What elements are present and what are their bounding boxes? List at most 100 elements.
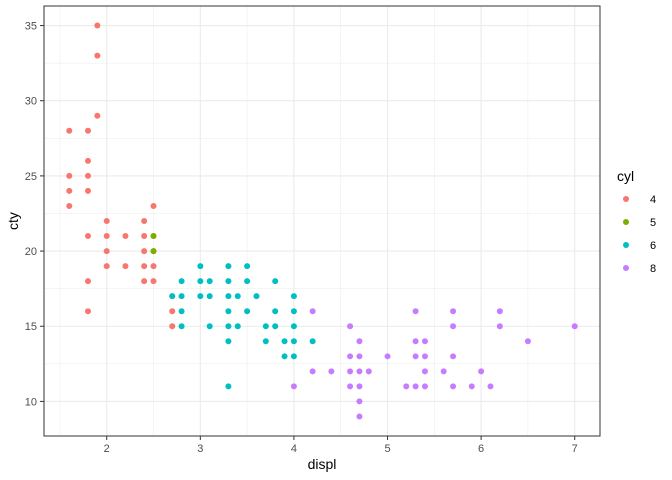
data-point [84, 233, 91, 240]
data-point [290, 338, 297, 345]
data-point [347, 368, 354, 375]
data-point [272, 323, 279, 330]
data-point [150, 202, 157, 209]
data-point [272, 308, 279, 315]
data-point [169, 293, 176, 300]
data-point [141, 278, 148, 285]
data-point [571, 323, 578, 330]
legend: cyl 4 5 6 8 [617, 168, 656, 275]
legend-label: 6 [650, 240, 656, 252]
data-point [347, 383, 354, 390]
data-point [262, 323, 269, 330]
data-point [450, 383, 457, 390]
data-point [244, 308, 251, 315]
legend-label: 5 [650, 217, 656, 229]
data-point [225, 263, 232, 270]
legend-title: cyl [617, 168, 634, 184]
x-tick-label: 4 [291, 443, 297, 455]
data-point [94, 52, 101, 59]
major-gridlines [44, 6, 600, 436]
data-point [178, 308, 185, 315]
data-point [450, 353, 457, 360]
data-point [384, 353, 391, 360]
data-point [141, 233, 148, 240]
data-point [150, 278, 157, 285]
legend-key [623, 219, 629, 225]
x-tick-label: 6 [478, 443, 484, 455]
data-point [290, 293, 297, 300]
data-point [84, 278, 91, 285]
data-point [150, 263, 157, 270]
data-point [496, 323, 503, 330]
data-point [66, 127, 73, 134]
x-tick-label: 2 [104, 443, 110, 455]
data-point [84, 127, 91, 134]
data-point [141, 263, 148, 270]
data-point [347, 323, 354, 330]
data-point [141, 218, 148, 224]
data-point [197, 293, 204, 300]
data-point [487, 383, 494, 390]
data-point [356, 383, 363, 390]
legend-key [623, 265, 629, 271]
x-tick-label: 3 [197, 443, 203, 455]
data-point [496, 308, 503, 315]
x-axis-ticks: 2 3 4 5 6 7 [104, 436, 578, 455]
data-point [468, 383, 475, 390]
x-axis-title: displ [308, 456, 337, 472]
x-tick-label: 7 [572, 443, 578, 455]
data-point [84, 308, 91, 315]
data-point [290, 308, 297, 315]
data-point [412, 338, 419, 345]
data-point [356, 338, 363, 345]
data-point [450, 323, 457, 330]
data-point [421, 368, 428, 375]
data-point [178, 293, 185, 300]
data-point [244, 263, 251, 270]
data-point [524, 338, 531, 345]
data-point [281, 338, 288, 345]
data-point [178, 323, 185, 330]
data-point [122, 263, 129, 270]
y-tick-label: 25 [25, 171, 37, 183]
data-point [141, 248, 148, 255]
data-point [103, 218, 110, 224]
data-point [122, 233, 129, 240]
data-point [365, 368, 372, 375]
y-tick-label: 10 [25, 396, 37, 408]
data-point [412, 383, 419, 390]
data-point [103, 263, 110, 270]
data-point [66, 187, 73, 194]
data-point [225, 323, 232, 330]
minor-gridlines [44, 6, 600, 436]
y-tick-label: 20 [25, 246, 37, 258]
data-point [290, 383, 297, 390]
data-point [253, 293, 260, 300]
data-point [356, 353, 363, 360]
data-point [84, 187, 91, 194]
data-point [412, 353, 419, 360]
legend-key [623, 196, 629, 202]
data-point [197, 263, 204, 270]
data-point [356, 413, 363, 420]
y-tick-label: 30 [25, 96, 37, 108]
data-point [84, 157, 91, 164]
data-point [347, 353, 354, 360]
legend-key [623, 242, 629, 248]
data-point [290, 353, 297, 360]
data-point [356, 398, 363, 405]
data-point [225, 338, 232, 345]
data-point [421, 338, 428, 345]
data-point [356, 368, 363, 375]
data-point [206, 278, 213, 285]
data-point [244, 278, 251, 285]
data-points [66, 22, 578, 420]
data-point [169, 308, 176, 315]
data-point [421, 383, 428, 390]
data-point [421, 353, 428, 360]
data-point [150, 248, 157, 255]
data-point [328, 368, 335, 375]
data-point [450, 308, 457, 315]
data-point [234, 323, 241, 330]
data-point [403, 383, 410, 390]
